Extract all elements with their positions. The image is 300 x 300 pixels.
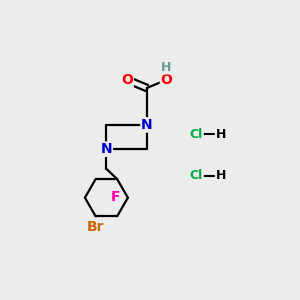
Text: H: H [216, 128, 226, 141]
Text: N: N [141, 118, 153, 132]
Text: H: H [161, 61, 172, 74]
Text: N: N [100, 142, 112, 156]
Text: O: O [121, 73, 133, 87]
Text: F: F [110, 190, 120, 203]
Text: Br: Br [87, 220, 104, 234]
Text: H: H [216, 169, 226, 182]
Text: Cl: Cl [190, 128, 203, 141]
Text: Cl: Cl [190, 169, 203, 182]
Text: O: O [160, 73, 172, 87]
